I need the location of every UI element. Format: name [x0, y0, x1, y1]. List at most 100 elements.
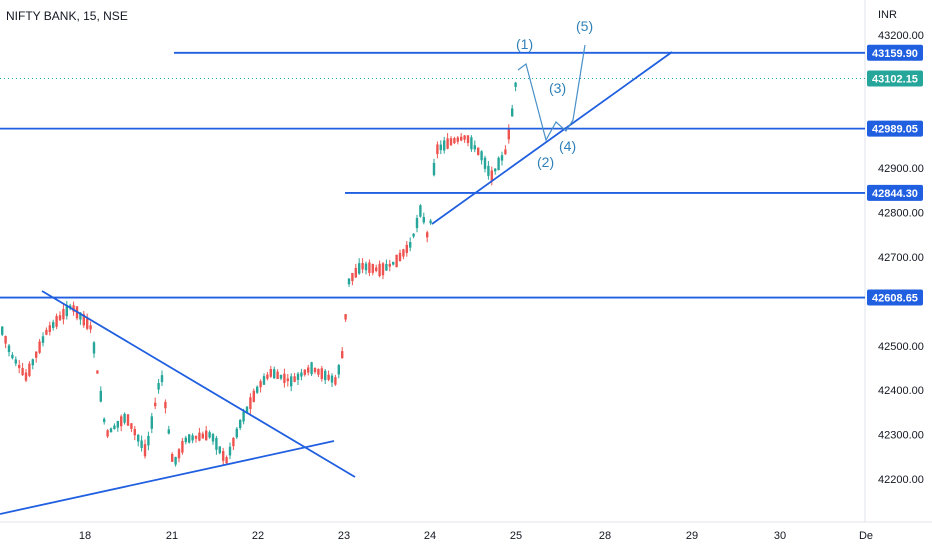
candle	[511, 104, 514, 117]
y-tick-label: 42300.00	[878, 430, 924, 442]
price-tag	[867, 44, 923, 61]
candle	[235, 426, 238, 440]
candle	[409, 237, 412, 252]
x-tick-label: 24	[424, 530, 436, 542]
x-tick-label: 28	[599, 530, 611, 542]
candle	[507, 124, 510, 144]
candle	[405, 241, 408, 257]
candle	[18, 359, 21, 374]
candle	[208, 430, 211, 439]
candle	[11, 352, 14, 360]
candle	[392, 261, 395, 266]
candle	[28, 361, 31, 378]
candle	[283, 368, 286, 388]
candle	[38, 338, 41, 355]
price-tag	[867, 120, 923, 137]
candle	[140, 435, 143, 452]
candle	[106, 429, 109, 439]
candle	[215, 435, 218, 455]
candle	[429, 218, 432, 225]
candle	[256, 385, 259, 395]
candle	[443, 136, 446, 154]
candle	[290, 373, 293, 392]
candle	[174, 456, 177, 467]
candle	[388, 259, 391, 272]
candle	[184, 435, 187, 445]
candle	[72, 301, 75, 316]
candle	[7, 343, 11, 357]
candle	[262, 373, 266, 386]
candle	[330, 373, 334, 388]
candle	[293, 372, 296, 383]
candle	[109, 427, 113, 433]
elliott-wave-path[interactable]	[517, 44, 586, 142]
triangle-lower-trendline[interactable]	[0, 440, 335, 515]
candle	[354, 263, 357, 278]
wave-label-1: (1)	[516, 36, 533, 52]
rising-trendline[interactable]	[431, 51, 673, 225]
candle	[1, 326, 4, 337]
candle	[103, 417, 106, 425]
candle	[147, 431, 150, 451]
candle	[35, 351, 38, 363]
candle	[334, 374, 337, 386]
y-tick-label: 42200.00	[878, 474, 924, 486]
wave-label-4: (4)	[559, 138, 576, 154]
candle	[143, 439, 147, 459]
candle	[449, 136, 453, 146]
candle	[351, 272, 354, 286]
candle	[222, 447, 225, 466]
y-tick-label: 42800.00	[878, 208, 924, 220]
candle	[487, 161, 490, 180]
price-tag-label: 43102.15	[872, 73, 918, 85]
price-tags: 43159.90 42989.05 42844.30 42608.65 43102.15	[867, 44, 923, 306]
x-tick-label: 21	[166, 530, 178, 542]
candle	[167, 425, 170, 435]
candle	[82, 311, 85, 328]
candle	[130, 423, 133, 433]
candle	[375, 264, 378, 273]
candle	[303, 369, 306, 377]
candle	[191, 433, 194, 444]
candle	[415, 214, 419, 233]
wave-label-2: (2)	[537, 154, 554, 170]
candle	[337, 363, 340, 379]
candle	[225, 455, 228, 465]
candle	[514, 81, 517, 92]
candle	[160, 370, 164, 387]
candle	[497, 156, 500, 171]
candle	[205, 426, 208, 441]
candle	[137, 434, 140, 447]
candle	[358, 258, 361, 275]
x-tick-label: De	[859, 530, 873, 542]
y-tick-label: 43200.00	[878, 30, 924, 42]
candle	[504, 145, 507, 155]
candle	[96, 370, 99, 374]
candle	[157, 379, 160, 394]
candle	[266, 371, 269, 381]
candle	[463, 134, 466, 143]
y-tick-label: 42500.00	[878, 341, 924, 353]
price-axis: INR 43200.00 42900.00 42800.00 42700.00 4250…	[864, 0, 924, 522]
candle	[126, 413, 130, 427]
candle	[232, 437, 235, 451]
triangle-upper-trendline[interactable]	[41, 290, 356, 478]
candle	[398, 249, 402, 262]
price-tag	[867, 184, 923, 201]
candle	[470, 135, 473, 152]
candle	[4, 335, 7, 349]
candle	[378, 260, 381, 278]
candle	[211, 432, 215, 445]
candle	[259, 379, 262, 393]
candle	[171, 452, 174, 462]
symbol-title: NIFTY BANK, 15, NSE	[6, 9, 128, 23]
trend-lines	[0, 51, 673, 515]
x-tick-label: 22	[252, 530, 264, 542]
candle	[48, 321, 51, 336]
candle	[31, 358, 34, 370]
candle	[99, 386, 102, 403]
candle	[371, 263, 374, 276]
price-tag-label: 42844.30	[872, 188, 918, 200]
candle	[307, 364, 310, 376]
